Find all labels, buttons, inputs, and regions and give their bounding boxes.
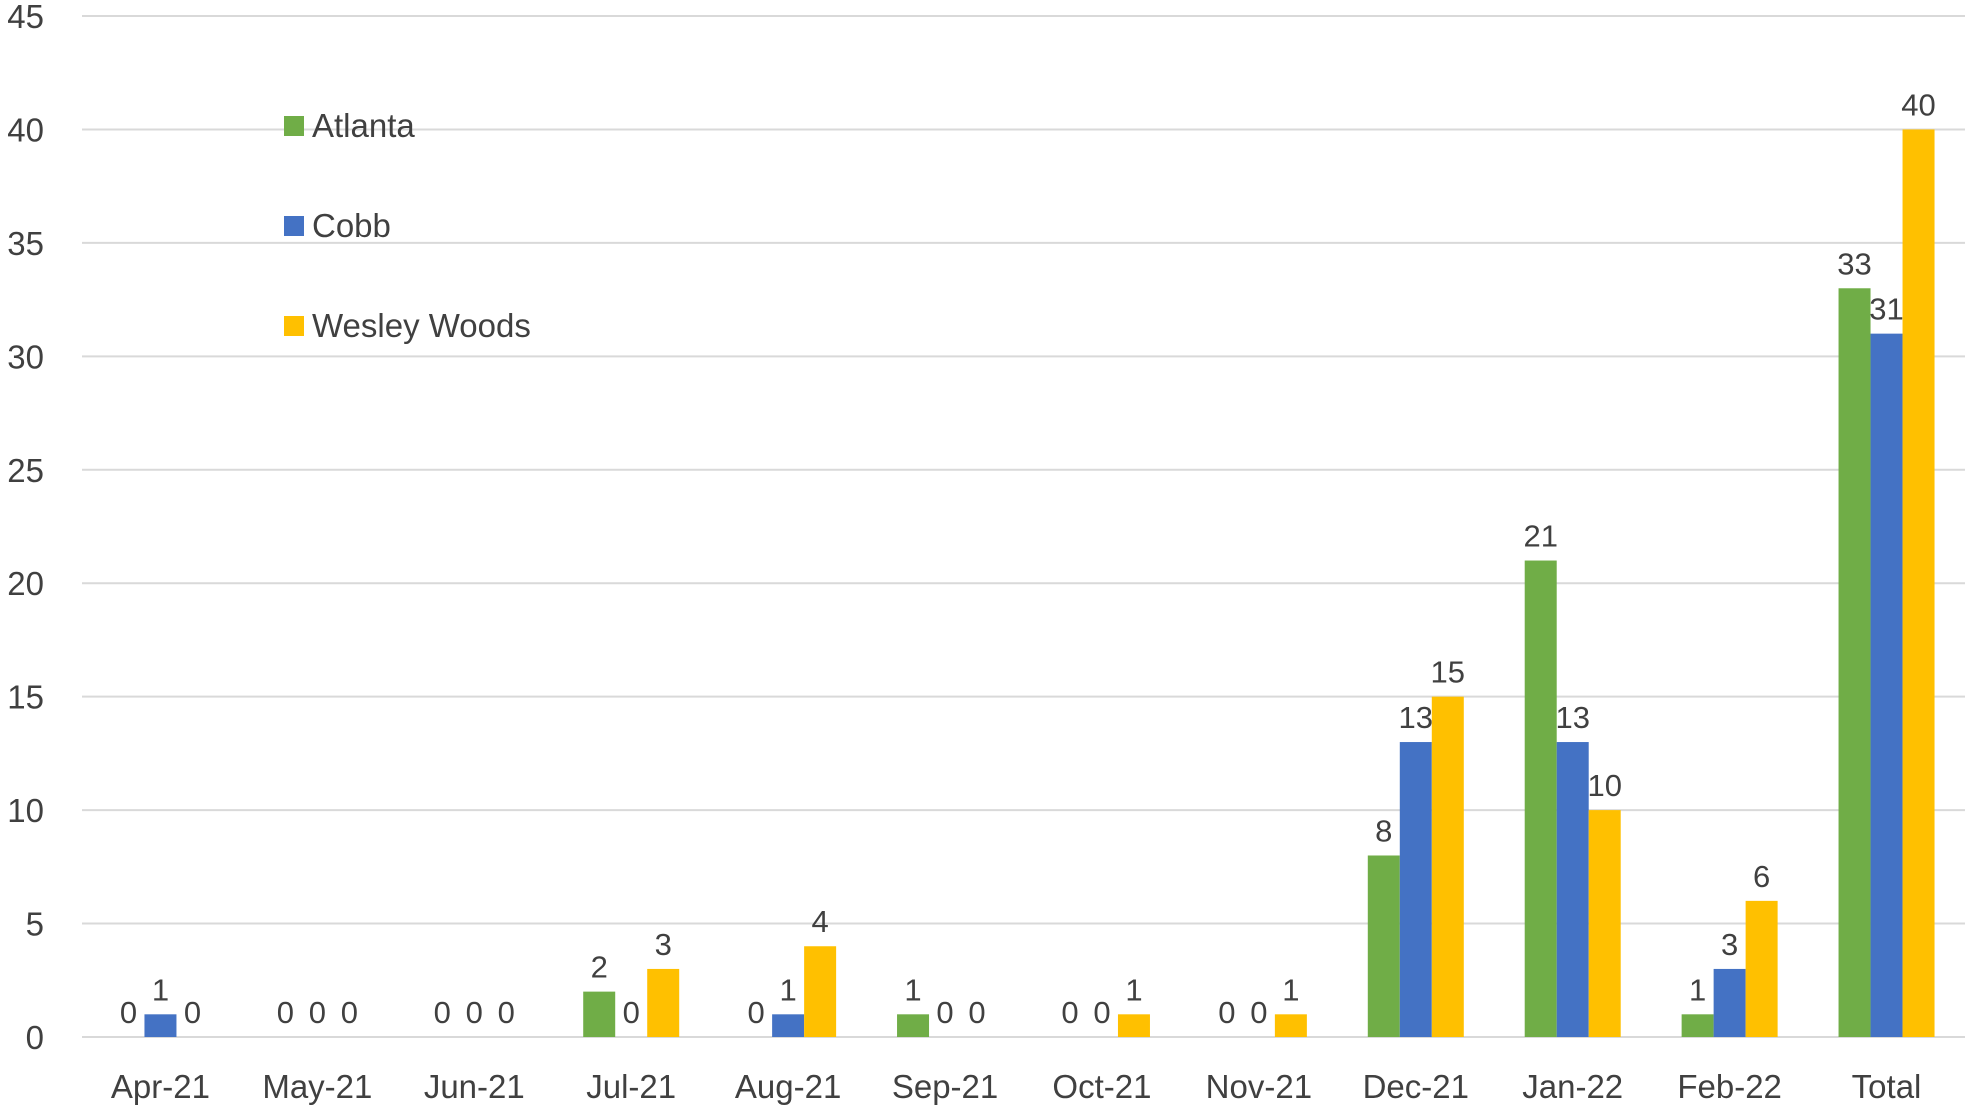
y-tick-label: 40: [7, 111, 44, 148]
data-label: 0: [341, 995, 358, 1030]
data-label: 15: [1431, 655, 1465, 690]
bar-atlanta-dec-21: [1367, 855, 1400, 1037]
data-label: 0: [623, 995, 640, 1030]
data-label: 1: [780, 972, 797, 1007]
bar-cobb-total: [1870, 333, 1903, 1038]
data-label: 0: [748, 995, 765, 1030]
x-tick-label: Dec-21: [1363, 1068, 1469, 1105]
data-label: 0: [1250, 995, 1267, 1030]
data-label: 1: [152, 972, 169, 1007]
y-axis-tick-labels: 0 5 10 15 20 25 30 35 40 45: [7, 0, 44, 1056]
y-tick-label: 20: [7, 565, 44, 602]
data-label: 1: [1125, 972, 1142, 1007]
data-label: 21: [1523, 519, 1557, 554]
bar-wesley-woods-nov-21: [1274, 1014, 1307, 1037]
bar-wesley-woods-aug-21: [804, 946, 837, 1037]
x-tick-label: Jan-22: [1522, 1068, 1623, 1105]
legend-swatch: [284, 316, 304, 336]
bar-atlanta-jul-21: [583, 991, 616, 1037]
bar-cobb-jan-22: [1556, 742, 1589, 1037]
data-label: 40: [1901, 87, 1935, 122]
y-tick-label: 15: [7, 679, 44, 716]
data-label: 1: [1282, 972, 1299, 1007]
data-label: 0: [184, 995, 201, 1030]
x-axis-category-labels: Apr-21 May-21 Jun-21 Jul-21 Aug-21 Sep-21 Oct-…: [111, 1068, 1921, 1105]
legend-item-cobb: Cobb: [284, 207, 391, 244]
bar-cobb-aug-21: [772, 1014, 805, 1037]
data-label: 10: [1587, 768, 1621, 803]
x-tick-label: Nov-21: [1206, 1068, 1312, 1105]
bar-atlanta-feb-22: [1681, 1014, 1714, 1037]
y-tick-label: 45: [7, 0, 44, 35]
bar-wesley-woods-jul-21: [647, 968, 680, 1037]
legend-item-atlanta: Atlanta: [284, 107, 415, 144]
data-label: 3: [1721, 927, 1738, 962]
bar-cobb-dec-21: [1399, 742, 1432, 1037]
bar-wesley-woods-oct-21: [1117, 1014, 1150, 1037]
bar-atlanta-sep-21: [897, 1014, 930, 1037]
legend-label: Wesley Woods: [312, 307, 531, 344]
x-tick-label: Oct-21: [1052, 1068, 1151, 1105]
bar-wesley-woods-total: [1902, 129, 1935, 1037]
data-label: 33: [1837, 246, 1871, 281]
data-label: 13: [1399, 700, 1433, 735]
legend-item-wesley-woods: Wesley Woods: [284, 307, 531, 344]
bar-atlanta-total: [1838, 288, 1871, 1037]
bar-atlanta-jan-22: [1524, 560, 1557, 1037]
x-tick-label: May-21: [262, 1068, 372, 1105]
bar-wesley-woods-dec-21: [1431, 696, 1464, 1037]
legend-swatch: [284, 116, 304, 136]
x-tick-label: Total: [1852, 1068, 1922, 1105]
bar-cobb-apr-21: [144, 1014, 177, 1037]
data-label: 0: [434, 995, 451, 1030]
data-label: 3: [655, 927, 672, 962]
bars: [144, 129, 1935, 1038]
data-label: 31: [1869, 292, 1903, 327]
legend-swatch: [284, 216, 304, 236]
data-label: 0: [1218, 995, 1235, 1030]
y-tick-label: 10: [7, 792, 44, 829]
bar-wesley-woods-feb-22: [1745, 900, 1778, 1037]
data-label: 0: [498, 995, 515, 1030]
x-tick-label: Jun-21: [424, 1068, 525, 1105]
legend-label: Cobb: [312, 207, 391, 244]
data-label: 8: [1375, 813, 1392, 848]
gridlines: [82, 15, 1965, 1038]
data-label: 0: [1061, 995, 1078, 1030]
data-label: 1: [1689, 972, 1706, 1007]
data-label: 0: [936, 995, 953, 1030]
x-tick-label: Jul-21: [586, 1068, 676, 1105]
x-tick-label: Aug-21: [735, 1068, 841, 1105]
x-tick-label: Sep-21: [892, 1068, 998, 1105]
data-label: 1: [904, 972, 921, 1007]
x-tick-label: Apr-21: [111, 1068, 210, 1105]
data-label: 0: [277, 995, 294, 1030]
data-label: 13: [1555, 700, 1589, 735]
data-label: 6: [1753, 859, 1770, 894]
data-label: 0: [968, 995, 985, 1030]
y-tick-label: 25: [7, 452, 44, 489]
y-tick-label: 0: [26, 1019, 44, 1056]
data-label: 2: [591, 950, 608, 985]
bar-cobb-feb-22: [1713, 968, 1746, 1037]
y-tick-label: 35: [7, 225, 44, 262]
legend-label: Atlanta: [312, 107, 415, 144]
data-label: 0: [1093, 995, 1110, 1030]
data-label: 0: [466, 995, 483, 1030]
bar-wesley-woods-jan-22: [1588, 810, 1621, 1037]
data-label: 4: [812, 904, 829, 939]
data-label: 0: [120, 995, 137, 1030]
x-tick-label: Feb-22: [1677, 1068, 1782, 1105]
y-tick-label: 30: [7, 338, 44, 375]
legend: Atlanta Cobb Wesley Woods: [284, 107, 531, 344]
y-tick-label: 5: [26, 906, 44, 943]
data-label: 0: [309, 995, 326, 1030]
